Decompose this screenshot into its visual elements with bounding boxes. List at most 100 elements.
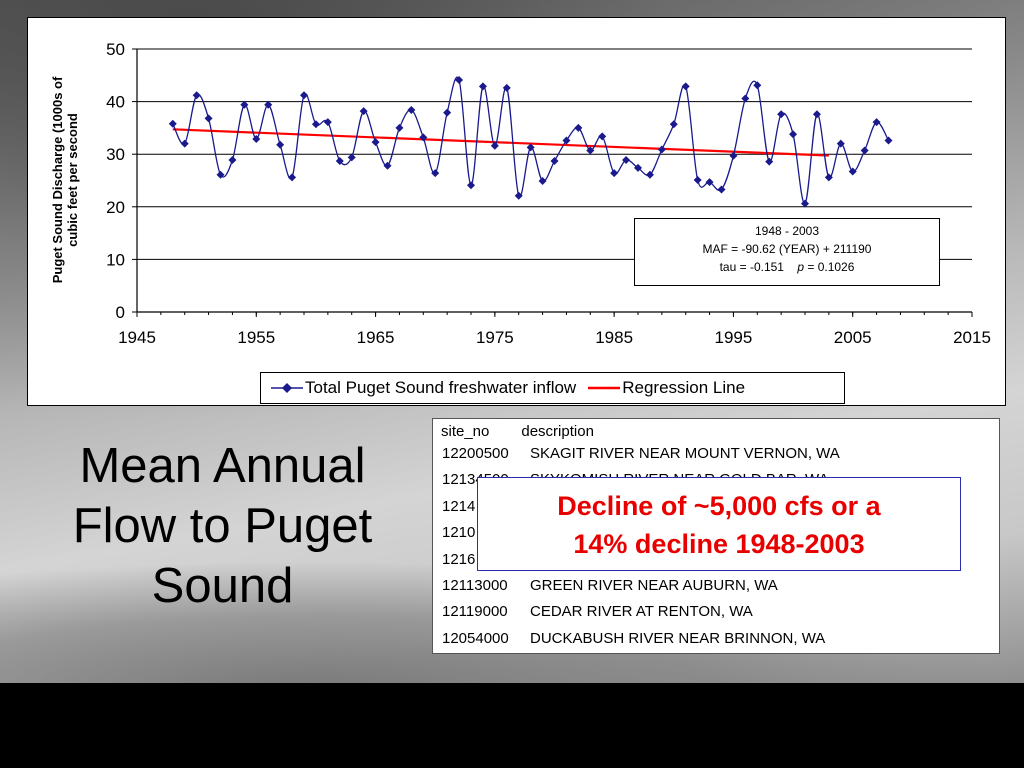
header-site-no: site_no (441, 423, 490, 440)
x-tick-label: 1945 (118, 328, 156, 347)
data-point (836, 139, 845, 148)
header-description: description (521, 423, 594, 440)
data-point (455, 76, 464, 85)
y-tick-label: 50 (106, 40, 125, 59)
data-point (252, 134, 261, 143)
site-no-cell: 1214 (442, 498, 476, 515)
legend-marker-regression (588, 386, 621, 390)
x-tick-label: 1965 (357, 328, 395, 347)
table-row: 12054000 DUCKABUSH RIVER NEAR BRINNON, WA (442, 630, 825, 647)
data-point (741, 94, 750, 103)
data-point (216, 170, 225, 179)
site-no-cell: 12200500 (442, 445, 509, 462)
table-row: 12200500 SKAGIT RIVER NEAR MOUNT VERNON, … (442, 445, 840, 462)
data-point (419, 133, 428, 142)
data-point (693, 175, 702, 184)
data-point (610, 169, 619, 178)
regression-line (172, 128, 829, 157)
data-point (431, 169, 440, 178)
data-point (729, 151, 738, 160)
data-point (765, 157, 774, 166)
y-tick-label: 40 (106, 93, 125, 112)
regression-tau-line: tau = -0.151 p = 0.1026 (635, 258, 939, 276)
description-cell: CEDAR RIVER AT RENTON, WA (530, 603, 753, 620)
data-point (598, 132, 607, 141)
data-point (526, 143, 535, 152)
legend-item-inflow: Total Puget Sound freshwater inflow (269, 378, 576, 398)
data-point (407, 106, 416, 115)
data-point (753, 81, 762, 90)
title-line-2: Flow to Puget (72, 499, 373, 553)
data-point (681, 82, 690, 91)
data-point (347, 153, 356, 162)
data-point (538, 177, 547, 186)
data-point (204, 114, 213, 123)
data-point (276, 140, 285, 149)
data-point (478, 82, 487, 91)
legend-label-inflow: Total Puget Sound freshwater inflow (305, 378, 577, 397)
site-no-cell: 12119000 (442, 603, 508, 620)
site-table-header: site_no description (441, 423, 594, 440)
data-point (311, 120, 320, 129)
data-point (180, 139, 189, 148)
x-tick-label: 2005 (834, 328, 872, 347)
data-point (300, 91, 308, 100)
x-tick-label: 2015 (953, 328, 991, 347)
description-cell: GREEN RIVER NEAR AUBURN, WA (530, 577, 778, 594)
data-point (168, 119, 177, 128)
data-point (490, 141, 499, 150)
y-tick-label: 30 (106, 145, 125, 164)
table-row: 1214 (442, 498, 530, 515)
table-row: 12113000 GREEN RIVER NEAR AUBURN, WA (442, 577, 778, 594)
data-point (562, 136, 571, 145)
data-point (383, 161, 392, 170)
data-point (443, 108, 452, 117)
data-point (801, 199, 809, 208)
data-point (264, 100, 273, 109)
data-point (359, 107, 368, 116)
inflow-series-line (172, 76, 890, 205)
data-point (645, 170, 654, 179)
data-point (860, 146, 869, 155)
slide-title: Mean Annual Flow to Puget Sound (30, 436, 415, 616)
title-line-3: Sound (151, 559, 294, 613)
regression-period: 1948 - 2003 (754, 224, 820, 238)
description-cell: SKAGIT RIVER NEAR MOUNT VERNON, WA (530, 445, 840, 462)
x-tick-label: 1975 (476, 328, 514, 347)
data-point (884, 136, 893, 145)
legend-label-regression: Regression Line (622, 378, 746, 397)
line-chart: 0 10 20 30 40 50 1945 1955 1965 1975 1985 1995 2005 2… (50, 40, 991, 347)
data-point (335, 157, 344, 166)
data-point (705, 178, 714, 187)
x-tick-label: 1995 (715, 328, 753, 347)
data-point (395, 123, 404, 132)
table-row: 12119000 CEDAR RIVER AT RENTON, WA (442, 603, 753, 620)
y-tick-label: 10 (106, 250, 125, 269)
data-point (848, 167, 857, 176)
callout-line-2: 14% decline 1948-2003 (573, 529, 865, 559)
y-tick-label: 20 (106, 198, 125, 217)
callout-line-1: Decline of ~5,000 cfs or a (557, 491, 881, 521)
p-label: p (797, 260, 805, 274)
regression-equation: MAF = -90.62 (YEAR) + 211190 (702, 242, 872, 256)
p-value: = 0.1026 (804, 260, 855, 274)
site-no-cell: 1216 (442, 551, 476, 568)
data-point (669, 120, 678, 129)
table-row: 1210 (442, 524, 530, 541)
regression-stats-box: 1948 - 2003 MAF = -90.62 (YEAR) + 211190… (634, 218, 940, 286)
data-point (550, 157, 559, 166)
y-axis-label: Puget Sound Discharge (1000s ofcubic fee… (50, 76, 80, 283)
chart-legend: Total Puget Sound freshwater inflow Regr… (260, 372, 845, 404)
bottom-band (0, 683, 1024, 768)
decline-callout: Decline of ~5,000 cfs or a 14% decline 1… (477, 477, 961, 571)
y-tick-label: 0 (116, 303, 125, 322)
data-point (514, 191, 523, 200)
data-point (192, 91, 201, 100)
data-point (323, 118, 332, 127)
data-point (228, 155, 237, 164)
chart-panel: 0 10 20 30 40 50 1945 1955 1965 1975 1985 1995 2005 2… (27, 17, 1006, 406)
tau-value: tau = -0.151 (719, 260, 784, 274)
data-point (872, 118, 881, 127)
site-no-cell: 1210 (442, 524, 476, 541)
data-point (622, 155, 631, 164)
